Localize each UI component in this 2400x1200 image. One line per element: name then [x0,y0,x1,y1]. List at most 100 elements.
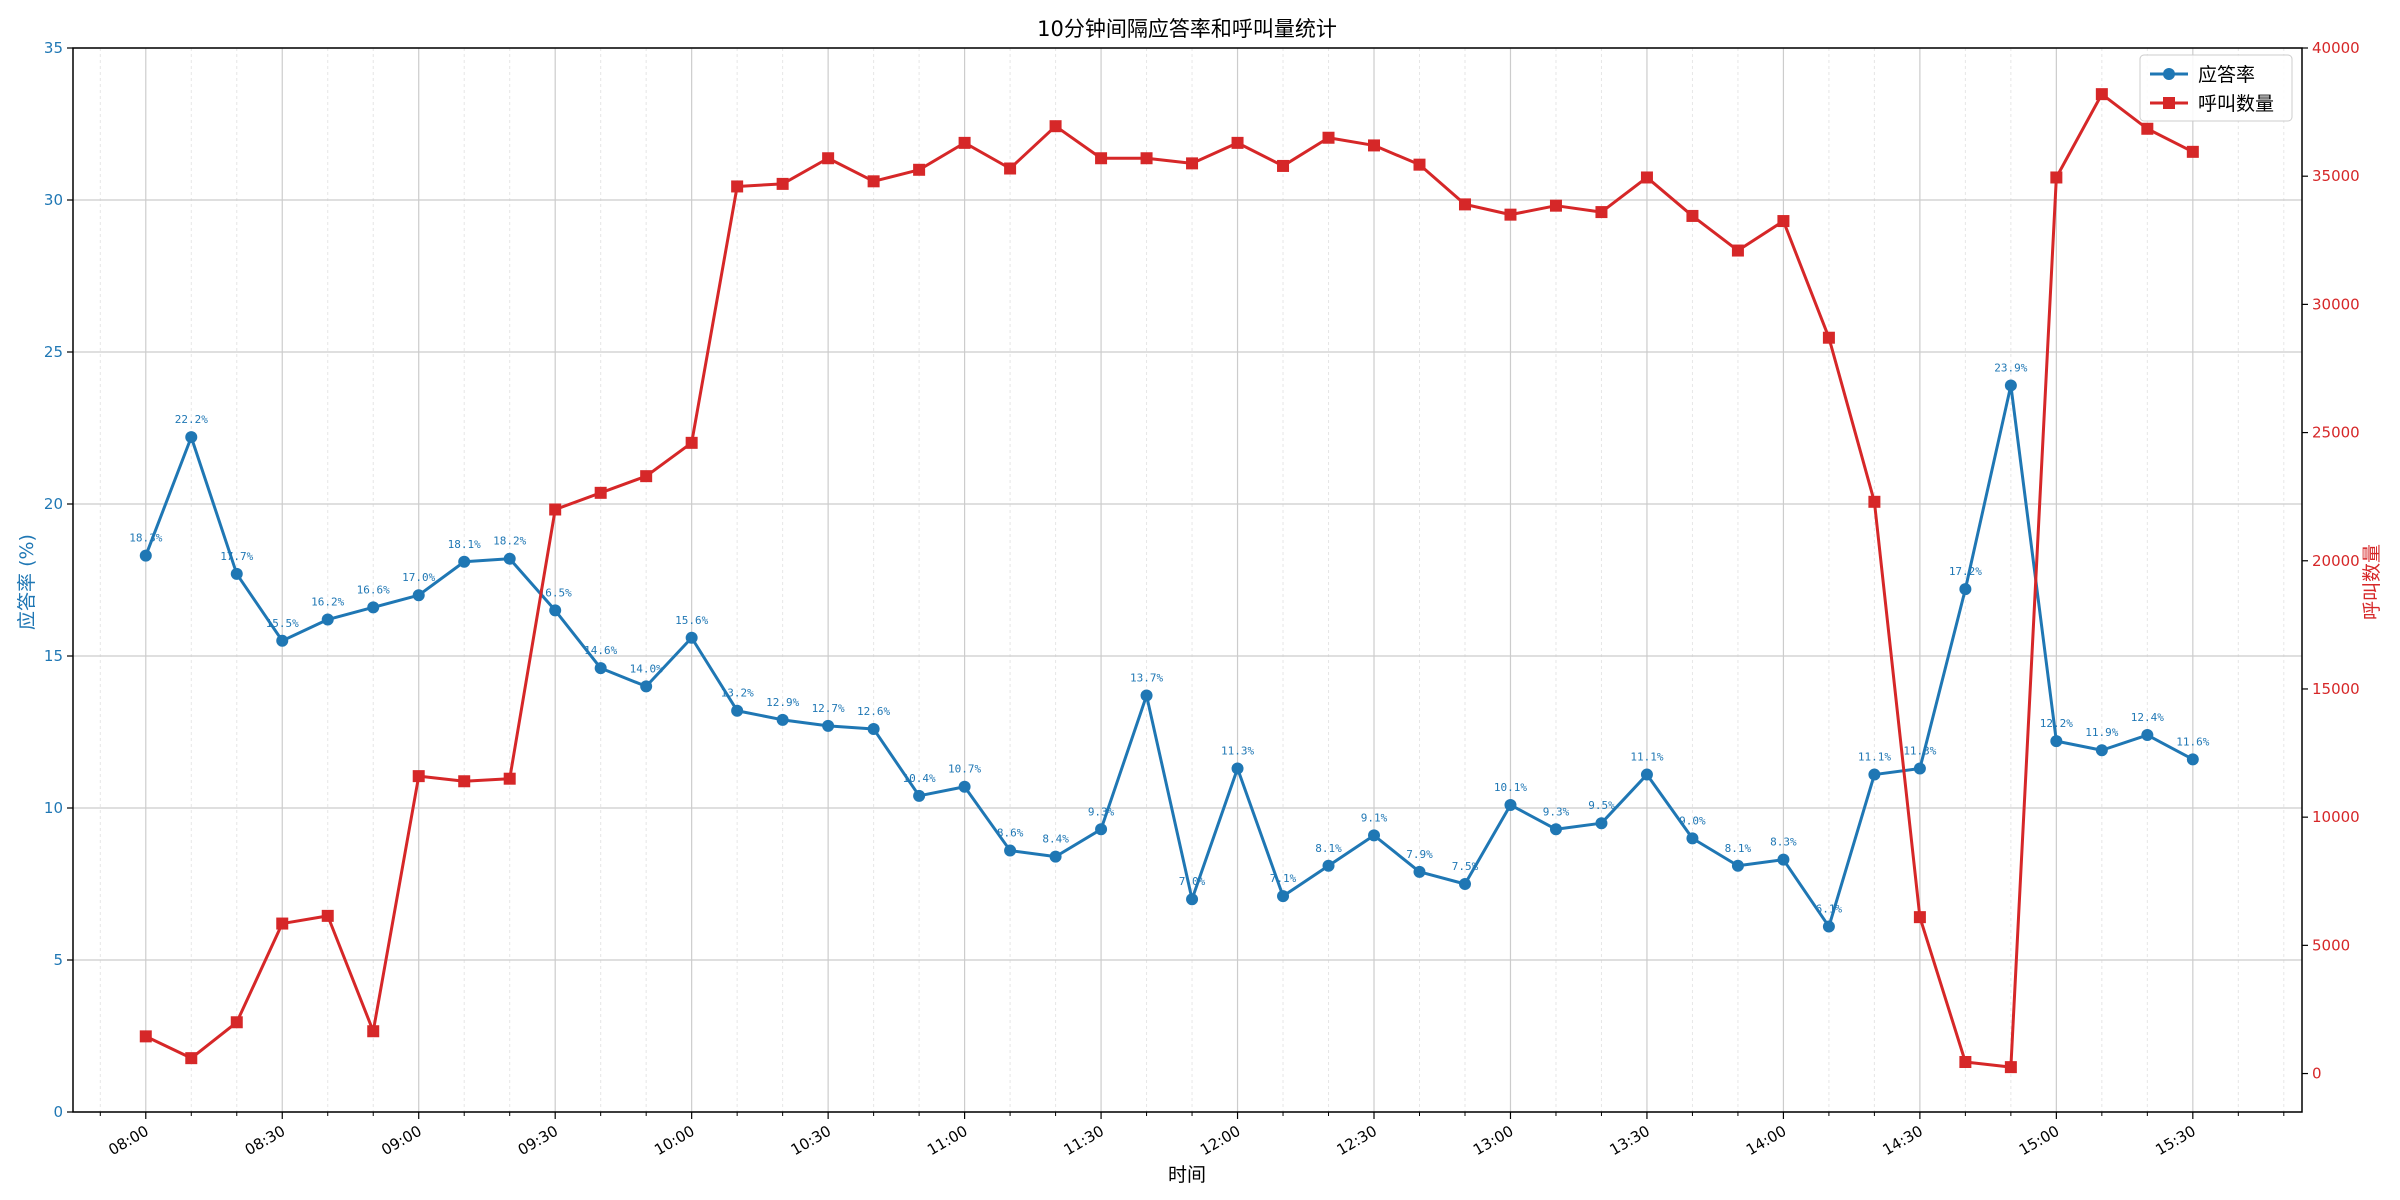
data-point [276,917,289,930]
data-point [1595,206,1608,219]
data-point [549,503,562,516]
data-label: 12.7% [812,702,845,715]
y-left-tick-label: 15 [44,647,63,665]
data-point [2141,122,2154,135]
data-label: 13.2% [721,687,754,700]
data-point [867,722,880,735]
legend-label: 应答率 [2198,64,2255,86]
data-label: 11.3% [1221,744,1254,757]
x-axis-title: 时间 [1168,1164,1206,1186]
data-point [1549,199,1562,212]
data-point [1822,331,1835,344]
data-point [458,555,471,568]
y-left-tick-label: 5 [53,951,63,969]
data-point [1277,159,1290,172]
data-point [867,175,880,188]
x-tick-label: 13:00 [1470,1122,1516,1159]
data-point [2095,744,2108,757]
x-tick-label: 14:30 [1879,1122,1925,1159]
data-label: 10.4% [903,772,936,785]
data-label: 9.0% [1679,814,1706,827]
data-label: 10.1% [1494,781,1527,794]
data-label: 8.4% [1042,833,1069,846]
data-label: 9.3% [1088,805,1115,818]
data-point [412,770,425,783]
data-label: 11.3% [1903,744,1936,757]
data-point [1277,890,1290,903]
data-point [640,470,653,483]
data-point [640,680,653,693]
series-call-volume [139,88,2199,1074]
data-point [139,549,152,562]
x-tick-label: 12:30 [1334,1122,1380,1159]
data-point [1368,829,1381,842]
series-answer-rate: 18.3% 22.2% 17.7% 15.5% 16.2% 16.6% 17.0% 18.1%… [129,361,2210,933]
data-label: 9.3% [1543,805,1570,818]
data-label: 14.0% [630,662,663,675]
data-label: 11.6% [2176,735,2209,748]
data-label: 17.7% [220,550,253,563]
data-point [1140,152,1153,165]
data-label: 8.1% [1725,842,1752,855]
data-point [2186,145,2199,158]
x-tick-label: 08:00 [105,1122,151,1159]
x-tick-label: 09:00 [378,1122,424,1159]
y-axis-right-title: 呼叫数量 [2361,544,2383,620]
data-label: 15.6% [675,614,708,627]
data-point [367,1025,380,1038]
data-point [685,631,698,644]
data-point [185,431,198,444]
y-left-tick-label: 35 [44,39,63,57]
data-point [1004,162,1017,175]
data-point [1686,832,1699,845]
data-point [1504,798,1517,811]
data-point [1913,911,1926,924]
data-point [2050,735,2063,748]
x-tick-label: 13:30 [1607,1122,1653,1159]
plot-frame [72,47,2303,1113]
data-label: 11.1% [1858,751,1891,764]
data-point [1049,120,1062,133]
data-label: 7.5% [1452,860,1479,873]
chart-title: 10分钟间隔应答率和呼叫量统计 [1037,17,1337,41]
data-point [2186,753,2199,766]
y-right-tick-label: 10000 [2312,808,2360,826]
data-point [1868,768,1881,781]
legend-item: 应答率 [2150,64,2255,86]
data-label: 12.2% [2040,717,2073,730]
data-point [1959,583,1972,596]
data-label: 8.3% [1770,836,1797,849]
data-point [1186,893,1199,906]
data-point [1458,878,1471,890]
y-axis-left-title: 应答率 (%) [16,534,38,630]
x-tick-label: 08:30 [242,1122,288,1159]
data-label: 16.2% [311,596,344,609]
data-point [1640,171,1653,184]
data-point [276,634,289,647]
data-point [1595,817,1608,830]
data-point [1822,920,1835,933]
data-point [731,704,744,717]
data-point [1777,215,1790,228]
data-point [503,772,516,785]
y-right-tick-label: 0 [2312,1065,2322,1083]
data-label: 8.6% [997,827,1024,840]
data-point [958,780,971,793]
data-point [1458,198,1471,211]
legend-marker [2163,97,2175,109]
data-point [1186,157,1199,170]
data-point [1004,844,1017,857]
data-point [1549,823,1562,836]
data-label: 9.1% [1361,811,1388,824]
data-point [2050,171,2063,184]
data-point [1322,131,1335,144]
series-line [145,92,2194,1069]
data-point [321,613,334,626]
data-point [412,589,425,602]
data-label: 11.9% [2085,726,2118,739]
data-point [731,180,744,193]
data-point [822,719,835,732]
data-label: 18.3% [129,532,162,545]
